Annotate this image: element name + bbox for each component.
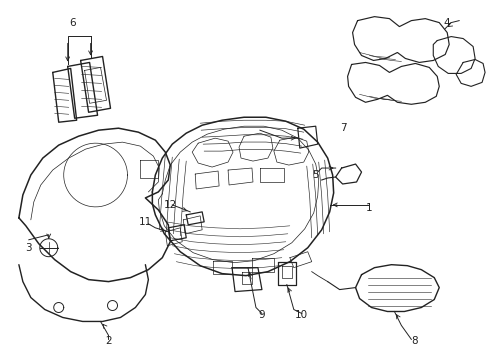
Text: 7: 7 — [340, 123, 346, 133]
Text: 10: 10 — [295, 310, 308, 320]
Text: 9: 9 — [258, 310, 264, 320]
Text: 5: 5 — [312, 170, 318, 180]
Text: 6: 6 — [69, 18, 76, 28]
Text: 8: 8 — [410, 336, 417, 346]
Text: 2: 2 — [105, 336, 112, 346]
Text: 12: 12 — [163, 200, 177, 210]
Text: 3: 3 — [25, 243, 32, 253]
Text: 1: 1 — [366, 203, 372, 213]
Text: 4: 4 — [443, 18, 449, 28]
Text: 11: 11 — [139, 217, 152, 227]
